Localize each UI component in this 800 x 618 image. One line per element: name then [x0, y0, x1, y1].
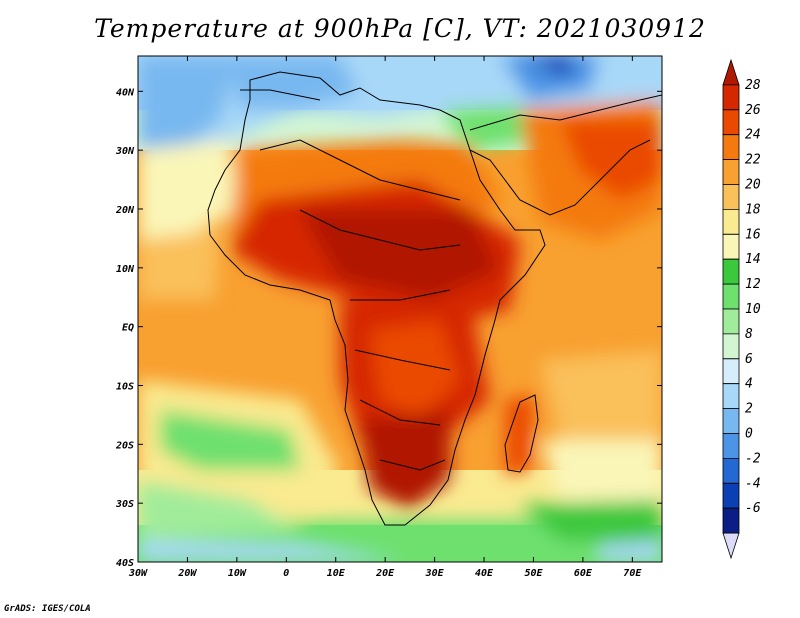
lon-tick-label: 20E: [375, 568, 395, 579]
lat-tick-label: 40N: [116, 87, 135, 98]
colorbar-swatch: [722, 383, 740, 409]
lon-tick-label: 20W: [177, 568, 197, 579]
colorbar-swatch: [722, 283, 740, 310]
lon-tick-label: 60E: [574, 568, 593, 579]
colorbar-label: 28: [745, 78, 761, 93]
colorbar-swatch: [722, 159, 740, 185]
colorbar-label: 16: [745, 227, 761, 242]
colorbar-label: 26: [745, 103, 761, 118]
colorbar-swatch: [722, 209, 740, 235]
colorbar-swatch: [722, 433, 740, 459]
lat-tick-label: 30S: [115, 499, 134, 510]
temperature-field: [138, 56, 662, 562]
colorbar-swatch: [722, 134, 740, 160]
colorbar-swatch: [722, 233, 740, 260]
colorbar-label: 20: [745, 178, 761, 193]
lon-tick-label: 10W: [228, 568, 247, 579]
lat-tick-label: 10N: [116, 264, 135, 275]
colorbar-label: 8: [745, 327, 753, 342]
colorbar-label: 4: [745, 377, 753, 392]
colorbar-label: -4: [745, 476, 761, 491]
axis-ticks: 30W 20W 10W 0 10E 20E 30E 40E 50E 60E 70E 40N 30N 20N…: [115, 56, 662, 579]
colorbar-swatch: [722, 482, 740, 509]
colorbar-label: 24: [745, 128, 761, 143]
lon-tick-label: 50E: [524, 568, 543, 579]
lon-tick-label: 70E: [623, 568, 642, 579]
colorbar-swatch: [722, 308, 740, 335]
colorbar-label: -6: [745, 501, 761, 516]
colorbar-swatch: [722, 258, 740, 285]
colorbar-swatch: [722, 333, 740, 360]
lat-tick-label: 30N: [115, 146, 135, 157]
colorbar-label: -2: [745, 451, 761, 466]
lon-tick-label: 0: [283, 568, 289, 579]
lon-tick-label: 30E: [425, 568, 445, 579]
lon-tick-label: 10E: [327, 568, 346, 579]
colorbar-label: 10: [745, 302, 761, 317]
colorbar-swatch: [722, 458, 740, 484]
colorbar-label: 12: [745, 277, 761, 292]
colorbar-label: 6: [745, 352, 753, 367]
colorbar-swatch: [722, 184, 740, 210]
coastlines: [207, 71, 662, 526]
colorbar-label: 18: [745, 202, 761, 217]
footer-credit: GrADS: IGES/COLA: [4, 604, 91, 614]
map-frame: [137, 55, 663, 563]
colorbar-swatch: [722, 408, 740, 434]
lat-tick-label: 20S: [115, 440, 134, 451]
lat-tick-label: 40S: [116, 558, 134, 569]
colorbar-swatch: [722, 532, 740, 560]
lat-tick-label: 20N: [115, 205, 135, 216]
lon-tick-label: 40E: [475, 568, 494, 579]
colorbar-label: 14: [745, 252, 761, 267]
colorbar-swatch: [722, 358, 740, 385]
colorbar-swatch: [722, 58, 740, 86]
colorbar-label: 2: [745, 402, 753, 417]
lon-tick-label: 30W: [128, 568, 148, 579]
lat-tick-label: 10S: [116, 381, 134, 392]
colorbar-swatch: [722, 507, 740, 534]
map-title: Temperature at 900hPa [C], VT: 202103091…: [94, 14, 706, 43]
colorbar-swatch: [722, 84, 740, 111]
colorbar-swatch: [722, 109, 740, 136]
colorbar-label: 22: [745, 153, 761, 168]
colorbar-label: 0: [745, 427, 753, 442]
lat-tick-label: EQ: [122, 323, 134, 334]
